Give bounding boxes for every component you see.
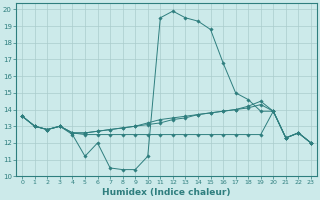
- X-axis label: Humidex (Indice chaleur): Humidex (Indice chaleur): [102, 188, 231, 197]
